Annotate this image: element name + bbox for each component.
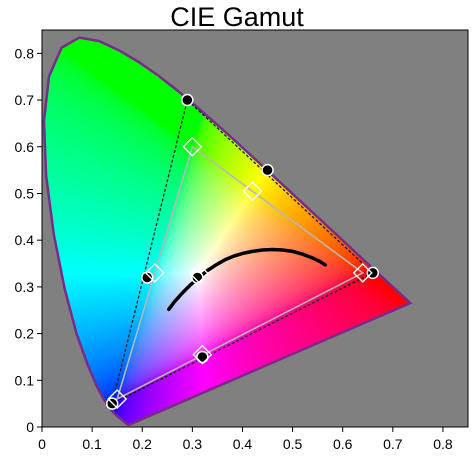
reference-gamut-triangle <box>115 145 365 401</box>
x-tick-label: 0.7 <box>383 436 403 452</box>
y-tick-label: 0.2 <box>15 326 35 342</box>
x-tick-label: 0.3 <box>183 436 203 452</box>
y-tick-label: 0.3 <box>15 279 35 295</box>
plot-frame <box>41 29 469 428</box>
x-tick-label: 0.6 <box>333 436 353 452</box>
blackbody-curve <box>167 247 327 312</box>
x-tick-label: 0.1 <box>82 436 102 452</box>
y-tick-label: 0.4 <box>15 232 35 248</box>
reference-gamut-outer <box>111 98 374 405</box>
y-tick-label: 0.6 <box>15 139 35 155</box>
x-tick-label: 0.4 <box>233 436 253 452</box>
y-tick-label: 0.7 <box>15 92 35 108</box>
diamond-marker <box>144 262 165 283</box>
x-tick-label: 0.5 <box>283 436 303 452</box>
diamond-marker <box>182 136 203 157</box>
diamond-marker <box>242 181 263 202</box>
diamond-marker <box>192 344 213 365</box>
circle-marker <box>366 266 380 280</box>
y-tick-label: 0.8 <box>15 45 35 61</box>
diamond-marker <box>107 388 128 409</box>
circle-marker <box>261 163 274 177</box>
y-tick-label: 0 <box>26 419 34 435</box>
axis-layer: 0 0.1 0.2 0.3 0.4 0.5 0.6 0.7 0.8 0 0.1 0.2 0.3 0.4 0.… <box>15 29 469 452</box>
x-tick-label: 0.2 <box>133 436 153 452</box>
circle-marker <box>181 93 194 107</box>
diamond-marker <box>352 262 373 283</box>
chart-title: CIE Gamut <box>170 2 304 32</box>
marker-layer <box>105 93 380 410</box>
diamond-marker <box>188 263 209 284</box>
x-tick-label: 0.8 <box>433 436 453 452</box>
y-tick-label: 0.1 <box>15 372 35 388</box>
gamut-layer <box>111 98 374 405</box>
x-tick-label: 0 <box>38 436 46 452</box>
circle-marker <box>196 350 209 364</box>
spectral-locus-outline <box>42 36 413 427</box>
y-tick-label: 0.5 <box>15 185 35 201</box>
